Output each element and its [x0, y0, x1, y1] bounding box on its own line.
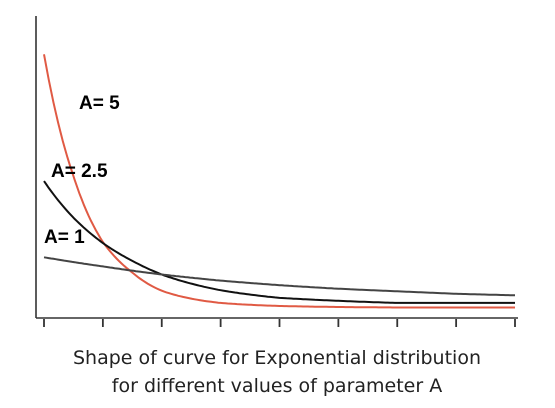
series-line-rate-1	[43, 256, 515, 297]
caption-line-2: for different values of parameter A	[112, 375, 442, 397]
series-label-rate-5: A= 5	[79, 93, 120, 114]
series-label-rate-2-5: A= 2.5	[51, 161, 108, 182]
axes	[35, 16, 518, 327]
series-line-rate-5	[43, 54, 515, 309]
series-line-rate-2-5	[43, 180, 515, 304]
series-label-rate-1: A= 1	[44, 227, 85, 248]
caption-line-1: Shape of curve for Exponential distribut…	[73, 347, 481, 369]
chart-caption: Shape of curve for Exponential distribut…	[73, 347, 481, 397]
series-lines	[43, 54, 515, 309]
series-labels: A= 5 A= 2.5 A= 1	[44, 93, 120, 248]
